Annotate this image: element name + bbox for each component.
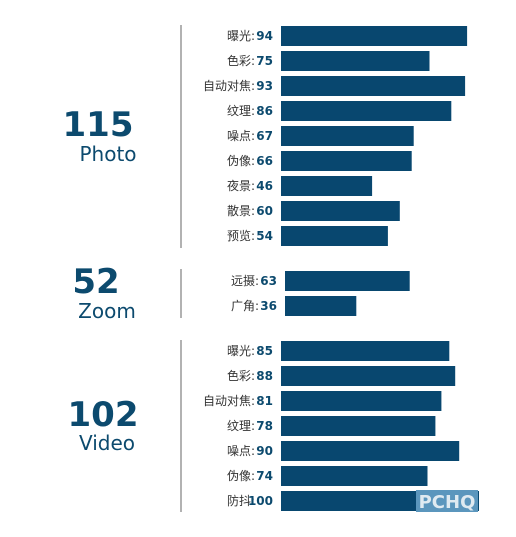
bar-value-label: 81: [256, 394, 273, 408]
bar-label: 广角:: [231, 299, 259, 313]
bar-value-label: 94: [256, 29, 273, 43]
bar: [281, 51, 430, 71]
bar-value-label: 63: [260, 274, 277, 288]
watermark-bg: [416, 490, 478, 512]
bar: [281, 391, 442, 411]
bar: [281, 26, 468, 46]
bar: [281, 176, 373, 196]
bar-label: 自动对焦:: [203, 79, 255, 93]
bar: [281, 76, 466, 96]
bar-value-label: 90: [256, 444, 273, 458]
bar-value-label: 60: [256, 204, 273, 218]
bar-label: 纹理:: [227, 419, 255, 433]
bar-value-label: 85: [256, 344, 273, 358]
bar: [281, 441, 460, 461]
bar-value-label: 88: [256, 369, 273, 383]
bar: [281, 366, 456, 386]
bar-value-label: 67: [256, 129, 273, 143]
bar-label: 防抖:: [227, 493, 255, 508]
bar-label: 曝光:: [227, 29, 255, 43]
bar: [281, 151, 412, 171]
bar-label: 远摄:: [231, 273, 259, 288]
bar-value-label: 75: [256, 54, 273, 68]
bar-label: 色彩:: [227, 54, 255, 68]
bar-label: 噪点:: [227, 444, 255, 458]
bar-value-label: 74: [256, 469, 273, 483]
video-label: Video: [79, 431, 135, 455]
watermark-text: PCHQ: [419, 492, 476, 513]
bar: [281, 416, 436, 436]
bar: [281, 341, 450, 361]
bar: [281, 101, 452, 121]
bar: [281, 466, 428, 486]
bar-label: 夜景:: [227, 178, 255, 193]
bar: [281, 126, 414, 146]
bar-label: 曝光:: [227, 344, 255, 358]
bar-label: 预览:: [227, 228, 255, 243]
bar-value-label: 54: [256, 229, 273, 243]
bar-value-label: 93: [256, 79, 273, 93]
photo-label: Photo: [79, 142, 136, 166]
bar-label: 色彩:: [227, 369, 255, 383]
zoom-label: Zoom: [78, 299, 136, 323]
bar-value-label: 36: [260, 299, 277, 313]
bar-value-label: 78: [256, 419, 273, 433]
bar-label: 纹理:: [227, 104, 255, 118]
zoom-score: 52: [72, 262, 119, 302]
bar-value-label: 100: [248, 494, 273, 508]
bar-label: 噪点:: [227, 129, 255, 143]
bar-label: 散景:: [227, 203, 255, 218]
bar-value-label: 66: [256, 154, 273, 168]
bar: [281, 226, 388, 246]
watermark-logo: PCHQ: [416, 490, 478, 513]
bar: [285, 296, 357, 316]
bar-value-label: 86: [256, 104, 273, 118]
bar-value-label: 46: [256, 179, 273, 193]
bar: [285, 271, 410, 291]
bar-label: 伪像:: [227, 154, 255, 168]
bar-label: 自动对焦:: [203, 394, 255, 408]
bar-label: 伪像:: [227, 469, 255, 483]
bar: [281, 201, 400, 221]
photo-score: 115: [63, 105, 134, 145]
video-score: 102: [68, 395, 139, 435]
